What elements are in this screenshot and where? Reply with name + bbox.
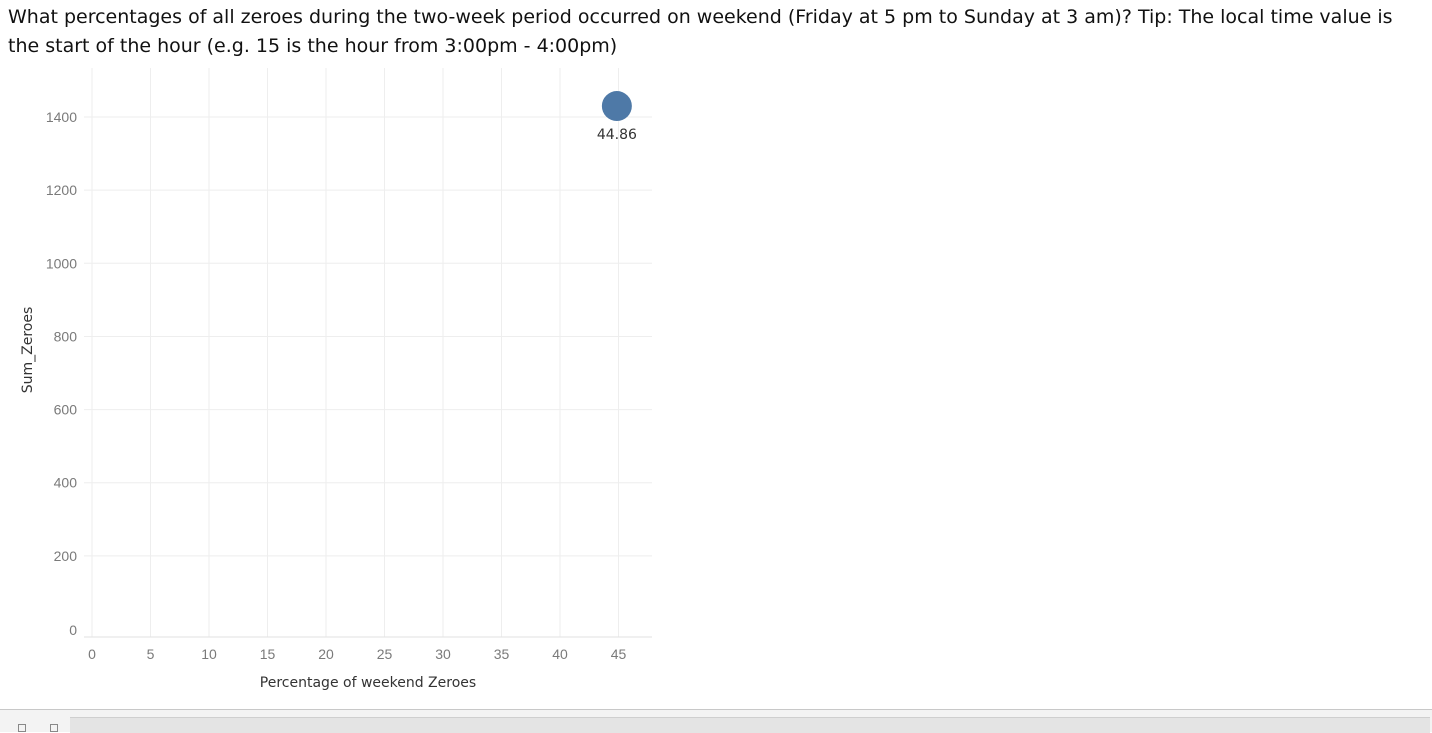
x-tick-label: 30 xyxy=(435,646,451,662)
y-axis-title: Sum_Zeroes xyxy=(20,307,36,394)
x-axis-title: Percentage of weekend Zeroes xyxy=(260,675,476,691)
x-tick-label: 20 xyxy=(318,646,334,662)
sheet-tab-strip[interactable] xyxy=(70,717,1430,733)
x-axis-ticks: 0 5 10 15 20 25 30 35 40 45 xyxy=(88,646,626,662)
y-axis-ticks: 0 200 400 600 800 1000 1200 1400 xyxy=(46,109,77,638)
y-tick-label: 200 xyxy=(54,548,78,564)
y-tick-label: 0 xyxy=(69,622,77,638)
y-tick-label: 400 xyxy=(54,475,78,491)
x-tick-label: 0 xyxy=(88,646,96,662)
y-tick-label: 1200 xyxy=(46,182,77,198)
x-tick-label: 25 xyxy=(377,646,393,662)
y-tick-label: 1000 xyxy=(46,255,77,271)
data-point[interactable] xyxy=(601,91,632,122)
y-tick-label: 1400 xyxy=(46,109,77,125)
data-points: 44.86 xyxy=(597,91,637,143)
grid-lines xyxy=(84,68,652,638)
x-tick-label: 15 xyxy=(260,646,276,662)
y-tick-label: 800 xyxy=(54,328,78,344)
x-tick-label: 10 xyxy=(201,646,217,662)
data-label: 44.86 xyxy=(597,127,637,143)
x-tick-label: 5 xyxy=(147,646,155,662)
x-tick-label: 35 xyxy=(494,646,510,662)
question-text: What percentages of all zeroes during th… xyxy=(8,6,1393,57)
scatter-chart: 0 200 400 600 800 1000 1200 1400 0 5 10 15 20 25 30 35… xyxy=(20,68,652,691)
y-tick-label: 600 xyxy=(54,402,78,418)
x-tick-label: 40 xyxy=(552,646,568,662)
bottom-bar xyxy=(0,709,1432,733)
x-tick-label: 45 xyxy=(611,646,627,662)
